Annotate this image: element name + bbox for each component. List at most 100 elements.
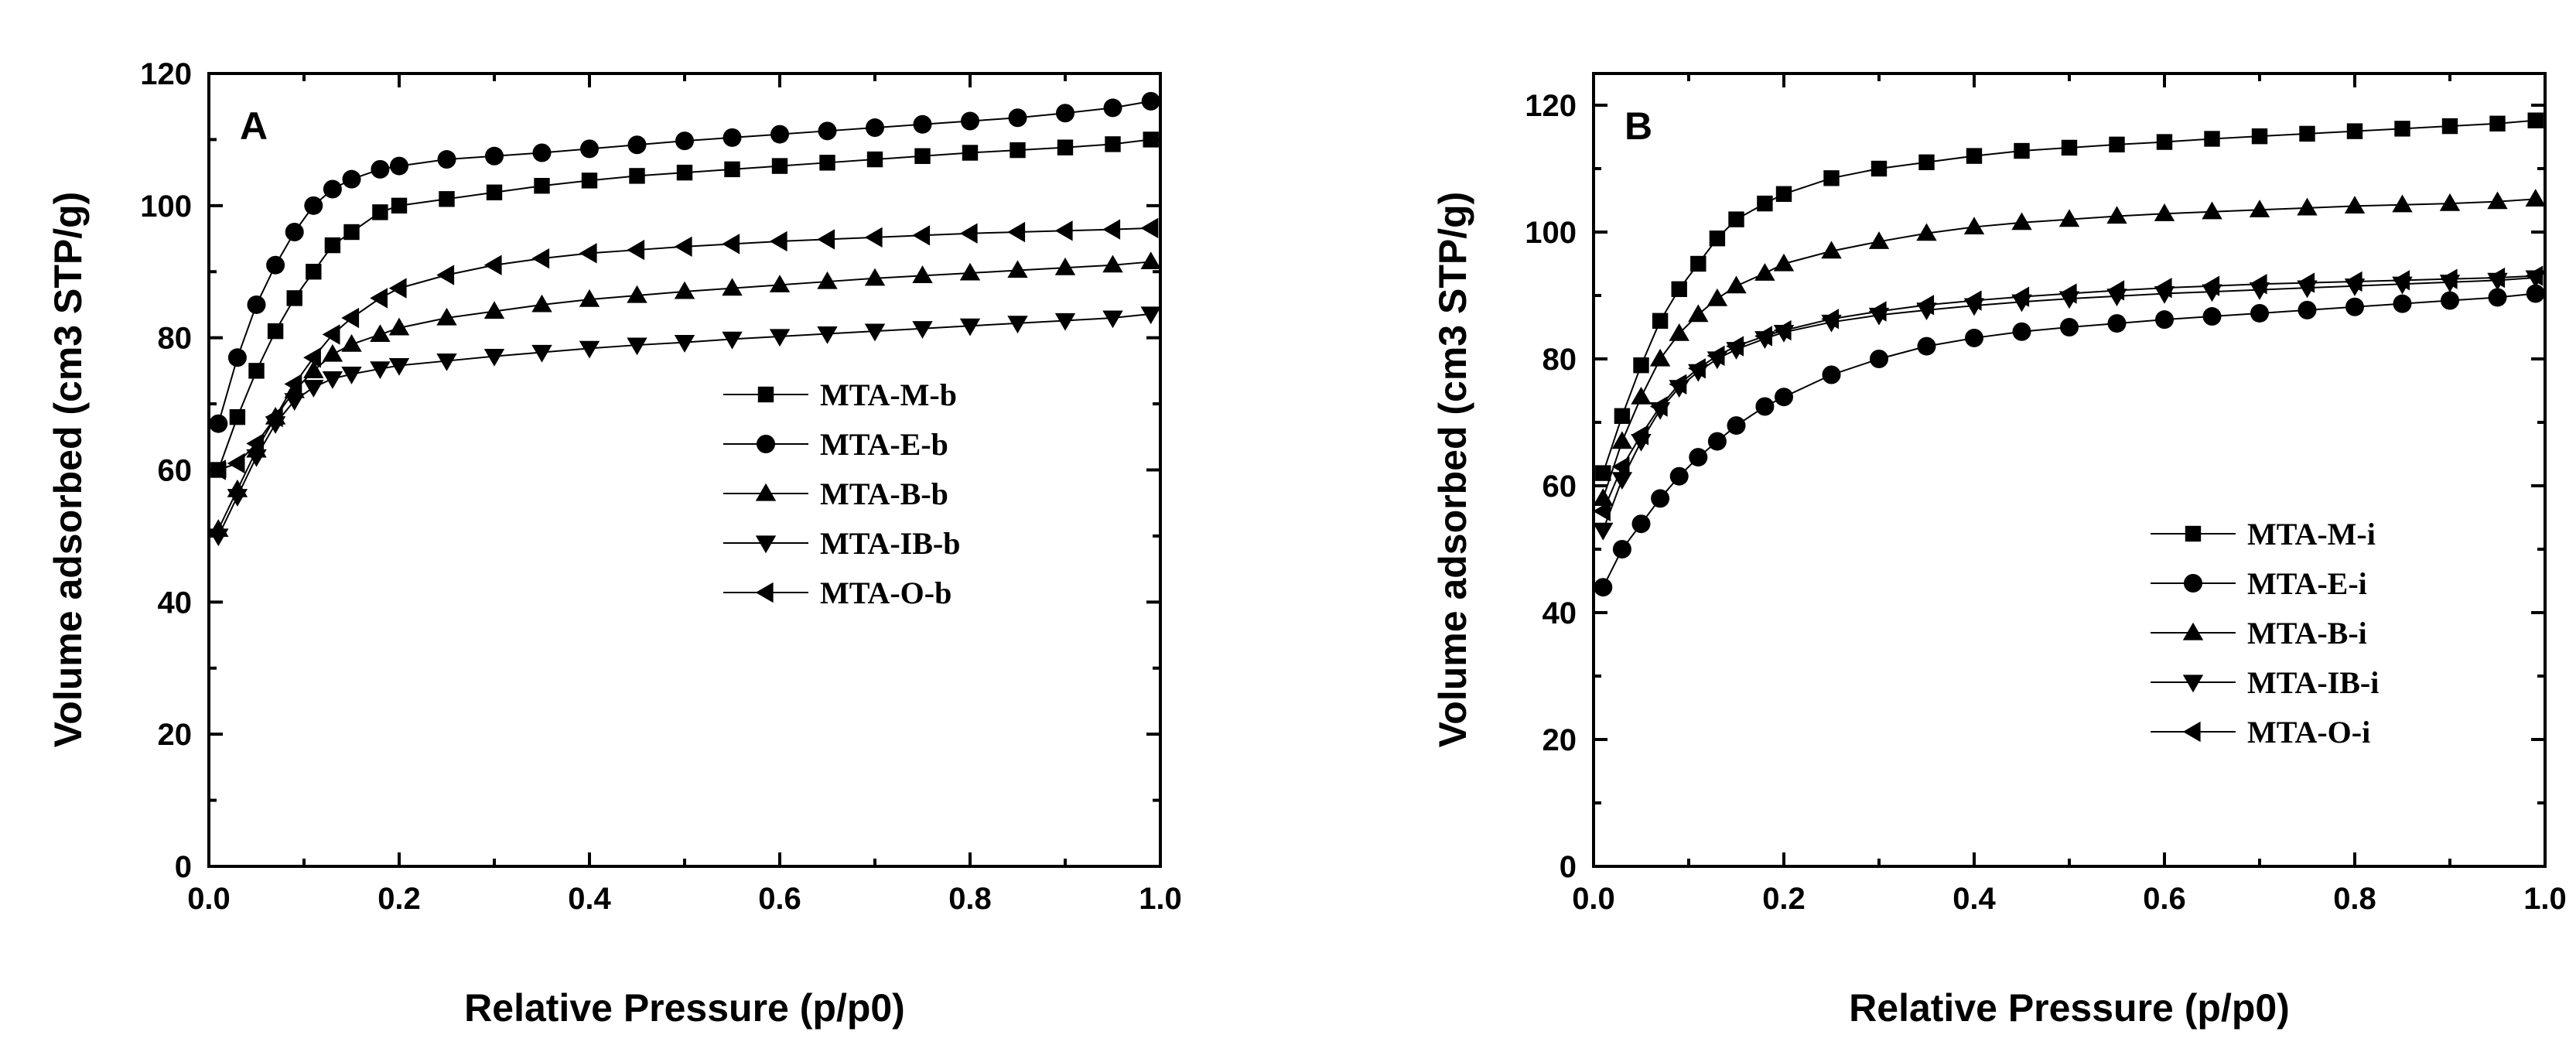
panel-a-x-tick-labels: 0.0 0.2 0.4 0.6 0.8 1.0 <box>187 882 1182 916</box>
data-point <box>227 453 245 474</box>
data-point <box>2106 280 2125 301</box>
data-point <box>2109 136 2125 153</box>
data-point <box>1054 220 1073 241</box>
data-point <box>2439 268 2458 289</box>
data-point <box>303 347 321 368</box>
panel-a-ticks <box>207 72 1162 868</box>
data-point <box>912 321 933 339</box>
data-point <box>2250 303 2269 323</box>
data-point <box>1870 350 1888 368</box>
legend-label: MTA-E-i <box>2247 566 2367 601</box>
data-point <box>227 348 247 367</box>
data-point <box>1726 275 1747 294</box>
data-point <box>2154 277 2172 299</box>
data-point <box>370 288 388 309</box>
data-point <box>817 271 838 289</box>
data-point <box>2441 291 2459 310</box>
data-point <box>285 223 304 241</box>
legend-marker-shape <box>2182 721 2201 743</box>
data-point <box>229 408 246 425</box>
legend-label: MTA-M-i <box>2247 517 2376 552</box>
data-point <box>342 169 361 189</box>
data-point <box>818 121 837 141</box>
legend-entry: MTA-IB-b <box>723 526 960 561</box>
data-point <box>2487 267 2506 289</box>
data-point <box>1595 465 1611 481</box>
data-point <box>1611 472 1633 490</box>
data-point <box>1593 500 1611 521</box>
y-tick-label: 40 <box>158 586 193 620</box>
y-tick-label: 60 <box>158 454 193 488</box>
data-point <box>483 254 502 275</box>
panel-b-legend: MTA-M-i MTA-E-i MTA-B-i MTA-IB-i MTA-O-i <box>2151 517 2379 750</box>
legend-label: MTA-IB-b <box>820 526 960 561</box>
data-point <box>1918 154 1935 170</box>
x-tick-label: 0.0 <box>1572 882 1615 916</box>
x-tick-label: 0.8 <box>948 882 992 916</box>
data-point <box>303 360 324 378</box>
data-point <box>2058 209 2080 227</box>
data-point <box>627 239 645 261</box>
data-point <box>722 331 743 350</box>
data-point <box>486 184 503 200</box>
y-tick-label: 0 <box>1560 850 1577 884</box>
data-point <box>959 318 981 336</box>
legend-marker-shape <box>2182 622 2204 640</box>
data-point <box>2297 197 2318 216</box>
legend-marker <box>2182 622 2204 640</box>
panel-b-series <box>1593 112 2546 597</box>
data-point <box>2106 206 2127 224</box>
data-point <box>388 357 410 376</box>
data-point <box>676 164 693 181</box>
data-point <box>1755 397 1775 416</box>
data-point <box>579 340 600 359</box>
data-point <box>1649 396 1668 417</box>
data-point <box>532 143 552 162</box>
x-tick-label: 0.4 <box>568 882 611 916</box>
data-point <box>2061 139 2078 156</box>
y-tick-label: 100 <box>1525 216 1577 250</box>
data-point <box>1669 466 1689 486</box>
data-point <box>722 278 743 296</box>
panel-b-chart: 0.0 0.2 0.4 0.6 0.8 1.0 0 20 40 60 80 10… <box>1431 72 2567 1030</box>
data-point <box>323 179 342 199</box>
legend-marker-shape <box>2184 574 2202 593</box>
data-point <box>2202 275 2220 296</box>
series-MTA-B-b <box>208 251 1161 537</box>
data-point <box>304 196 323 215</box>
data-point <box>2155 310 2174 330</box>
data-point <box>2249 274 2267 295</box>
data-point <box>343 224 360 241</box>
legend-marker-shape <box>757 435 775 453</box>
data-point <box>627 135 647 155</box>
data-point <box>247 295 266 314</box>
data-point <box>1649 348 1671 367</box>
data-point <box>819 155 835 171</box>
legend-marker-shape <box>2182 675 2204 693</box>
panel-a-tag: A <box>240 104 268 148</box>
data-point <box>371 159 390 179</box>
y-tick-label: 80 <box>158 322 193 356</box>
data-point <box>267 323 284 340</box>
data-point <box>1008 108 1027 128</box>
data-point <box>912 265 933 283</box>
panel-b-y-axis-label: Volume adsorbed (cm3 STP/g) <box>1431 192 1474 748</box>
data-point <box>2487 191 2508 210</box>
y-tick-label: 60 <box>1543 470 1577 504</box>
data-point <box>2392 194 2413 213</box>
data-point <box>959 262 981 281</box>
legend-marker <box>2185 525 2202 542</box>
data-point <box>2204 131 2220 147</box>
data-point <box>227 489 248 507</box>
legend-label: MTA-M-b <box>820 377 957 412</box>
data-point <box>1871 160 1888 177</box>
legend-marker <box>755 483 777 501</box>
series-MTA-O-b <box>208 217 1159 480</box>
data-point <box>1688 304 1709 323</box>
data-point <box>961 111 979 131</box>
data-point <box>722 234 740 254</box>
data-point <box>1056 104 1074 123</box>
data-point <box>1707 345 1725 367</box>
data-point <box>248 363 265 379</box>
panel-a-y-axis-label: Volume adsorbed (cm3 STP/g) <box>46 192 90 748</box>
